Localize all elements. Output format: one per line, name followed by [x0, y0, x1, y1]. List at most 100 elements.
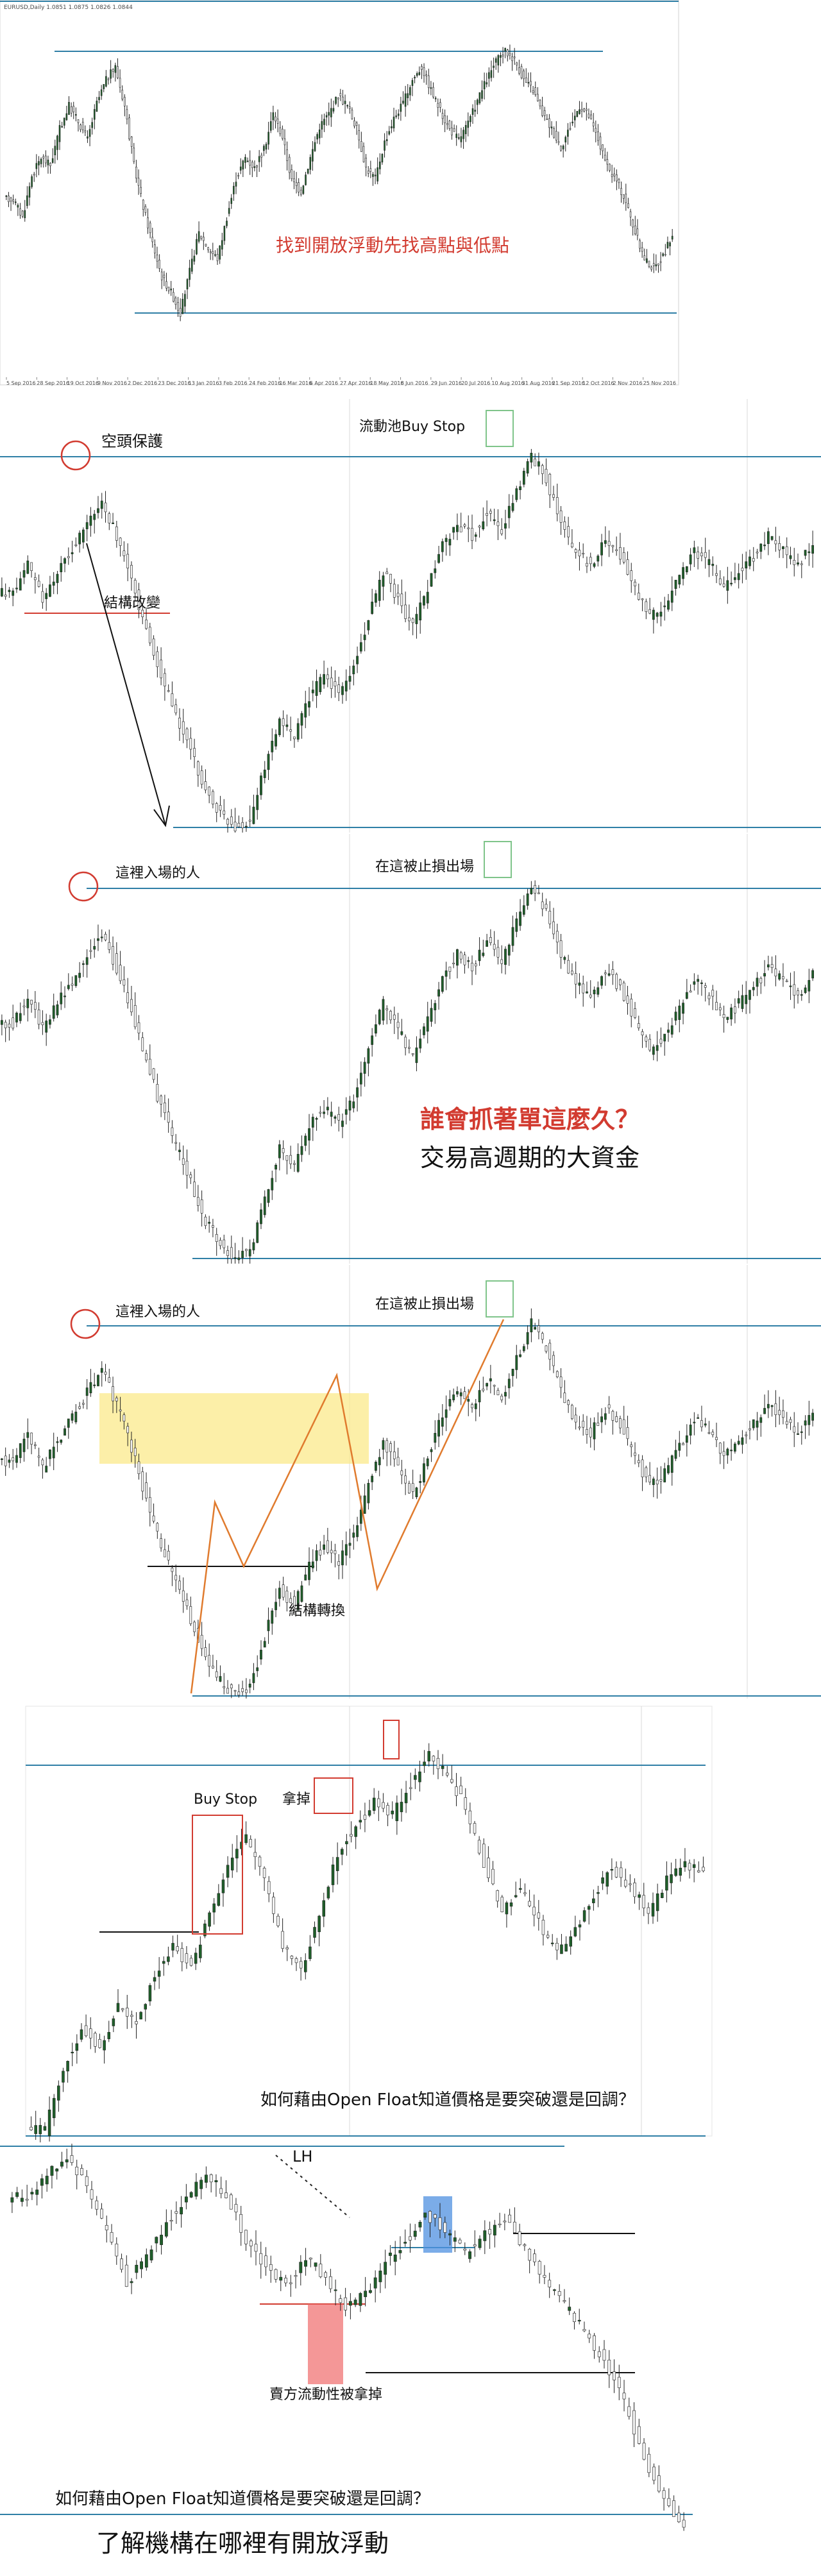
candle-body — [278, 1588, 281, 1599]
candle-body — [208, 1655, 211, 1667]
candle-body — [185, 1160, 189, 1176]
candle-body — [89, 2028, 92, 2038]
candle-body — [539, 99, 541, 106]
candle-body — [214, 254, 216, 256]
candle-body — [8, 195, 10, 202]
candle-body — [67, 556, 70, 559]
candle-body — [657, 263, 659, 266]
candle-body — [251, 162, 253, 168]
candle-body — [607, 1404, 611, 1409]
candle-body — [299, 2262, 303, 2273]
candle-body — [711, 990, 715, 997]
candle-body — [41, 591, 44, 603]
candle-body — [459, 1392, 462, 1396]
candle-body — [223, 810, 226, 815]
candle-body — [233, 1257, 237, 1259]
candle-body — [453, 128, 455, 132]
chart-panel-4: 這裡入場的人 在這被止損出場 結構轉換 — [0, 1265, 821, 1699]
candle-body — [437, 989, 440, 997]
chart-4-svg: 這裡入場的人 在這被止損出場 結構轉換 — [0, 1265, 821, 1699]
candle-body — [97, 508, 99, 513]
candle-body — [311, 1117, 314, 1128]
candle-body — [609, 164, 611, 171]
candle-body — [666, 242, 669, 248]
chart-2-short-protect-label: 空頭保護 — [101, 432, 163, 450]
candle-body — [493, 519, 496, 521]
candle-body — [377, 167, 378, 182]
candle-body — [444, 970, 448, 977]
candle-body — [490, 70, 493, 78]
candle-body — [193, 1182, 196, 1197]
candle-body — [756, 1420, 759, 1428]
candle-body — [369, 168, 372, 172]
candle-body — [693, 547, 696, 554]
candle-body — [509, 1902, 513, 1907]
candle-body — [463, 954, 466, 965]
candle-body — [511, 927, 514, 946]
candle-body — [564, 1944, 568, 1952]
candle-body — [364, 2291, 368, 2298]
candle-body — [423, 1761, 426, 1767]
candle-body — [38, 2124, 42, 2135]
candle-body — [254, 2244, 258, 2252]
candle-body — [541, 901, 544, 910]
candle-body — [219, 805, 222, 811]
chart-6-candles — [10, 2144, 686, 2531]
candle-body — [271, 740, 274, 752]
candle-body — [423, 1026, 425, 1035]
candle-body — [375, 1461, 377, 1471]
candle-body — [204, 1216, 207, 1226]
candle-body — [730, 1450, 733, 1452]
candle-body — [75, 114, 77, 116]
candle-body — [91, 122, 93, 128]
x-tick-label: 31 Aug 2016 — [522, 380, 555, 386]
candle-body — [471, 108, 474, 115]
candle-body — [523, 1892, 527, 1894]
candle-body — [476, 99, 478, 105]
candle-body — [84, 130, 87, 133]
candle-body — [267, 754, 270, 770]
candle-body — [548, 118, 550, 128]
candle-body — [797, 1433, 799, 1435]
candle-body — [530, 81, 532, 86]
candle-body — [45, 155, 47, 164]
candle-body — [602, 2349, 606, 2361]
candle-body — [221, 240, 223, 250]
x-tick-label: 6 Apr 2016 — [310, 380, 338, 386]
candle-body — [520, 66, 523, 78]
candle-body — [112, 69, 114, 72]
candle-body — [108, 513, 111, 523]
candle-body — [737, 573, 740, 580]
candle-body — [515, 488, 518, 500]
candle-body — [61, 126, 63, 128]
candle-body — [171, 1943, 174, 1951]
candle-body — [354, 1826, 357, 1837]
candle-body — [319, 677, 322, 692]
candle-body — [30, 2126, 33, 2131]
candle-body — [215, 803, 218, 813]
candle-body — [167, 286, 170, 291]
candle-body — [145, 1482, 148, 1498]
candle-body — [93, 1384, 96, 1386]
candle-body — [711, 564, 715, 566]
candle-body — [100, 500, 103, 509]
candle-body — [582, 553, 585, 555]
chart-3-stop-label: 在這被止損出場 — [375, 859, 474, 875]
candle-body — [473, 1823, 477, 1834]
candle-body — [642, 2443, 646, 2460]
candle-body — [418, 1771, 421, 1783]
candle-body — [367, 171, 369, 174]
candle-body — [385, 139, 388, 141]
candle-body — [595, 128, 597, 133]
candle-body — [474, 110, 476, 112]
candle-body — [123, 979, 126, 986]
candle-body — [198, 231, 200, 242]
candle-body — [523, 71, 525, 80]
candle-body — [20, 2198, 24, 2202]
candle-body — [627, 203, 629, 208]
candle-body — [617, 2377, 621, 2388]
candle-body — [352, 1532, 355, 1538]
candle-body — [530, 1318, 533, 1332]
candle-body — [486, 513, 489, 516]
candle-body — [226, 818, 229, 825]
